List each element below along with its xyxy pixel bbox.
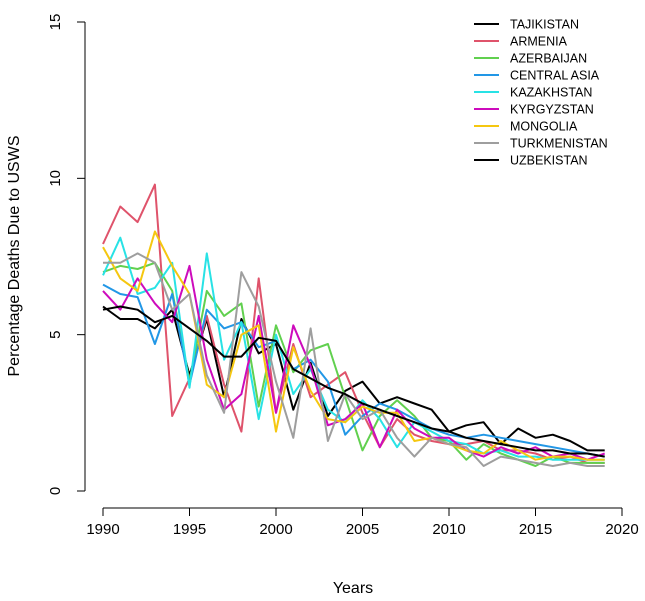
series-line-uzbekistan	[102, 305, 605, 458]
legend-label: ARMENIA	[510, 35, 568, 49]
x-tick-label: 2005	[346, 521, 379, 538]
x-ticks: 1990 1995 2000 2005 2010 2015 2020	[86, 508, 639, 538]
y-tick-label: 5	[47, 330, 64, 338]
series-line-turkmenistan	[103, 252, 605, 467]
y-ticks: 0 5 10 15	[47, 14, 85, 495]
x-tick-label: 1990	[86, 521, 119, 538]
series-line-kyrgyzstan	[102, 264, 606, 461]
y-axis-title: Percentage Deaths Due to USWS	[6, 135, 23, 376]
legend-label: KAZAKHSTAN	[510, 86, 592, 100]
series-line-mongolia	[102, 230, 605, 461]
x-tick-label: 2020	[605, 521, 638, 538]
legend-label: KYRGYZSTAN	[510, 103, 594, 117]
legend-label: TURKMENISTAN	[510, 137, 608, 151]
legend-label: CENTRAL ASIA	[510, 69, 600, 83]
x-tick-label: 2015	[519, 521, 552, 538]
x-tick-label: 2010	[432, 521, 465, 538]
series-lines	[102, 183, 606, 467]
y-tick-label: 15	[47, 14, 64, 31]
legend-label: MONGOLIA	[510, 120, 578, 134]
legend: TAJIKISTAN ARMENIA AZERBAIJAN CENTRAL ASIA K…	[474, 18, 608, 168]
y-tick-label: 0	[47, 487, 64, 495]
y-tick-label: 10	[47, 170, 64, 187]
legend-label: AZERBAIJAN	[510, 52, 587, 66]
x-axis-title: Years	[333, 580, 373, 597]
x-tick-label: 1995	[173, 521, 206, 538]
x-tick-label: 2000	[259, 521, 292, 538]
legend-label: UZBEKISTAN	[510, 154, 588, 168]
legend-label: TAJIKISTAN	[510, 18, 579, 32]
